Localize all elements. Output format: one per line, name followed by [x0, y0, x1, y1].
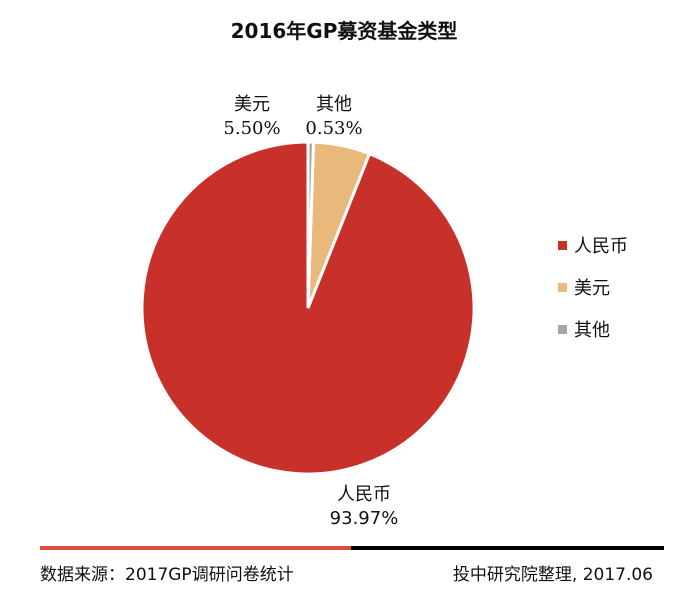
data-source-note: 数据来源：2017GP调研问卷统计: [40, 565, 294, 585]
pie-slice-2: [306, 140, 316, 309]
slice-name-label-2: 其他: [316, 94, 352, 115]
publisher-credit: 投中研究院整理, 2017.06: [452, 565, 653, 585]
footer-divider-black: [351, 546, 664, 550]
legend-swatch-2: [558, 325, 567, 334]
pie-slices: [140, 140, 476, 476]
legend-label-1: 美元: [574, 278, 610, 299]
slice-value-label-1: 5.50%: [223, 118, 280, 139]
legend-swatch-0: [558, 241, 567, 250]
slice-value-label-2: 0.53%: [305, 118, 362, 139]
slice-name-label-0: 人民币: [337, 484, 391, 505]
legend-label-2: 其他: [574, 320, 610, 341]
chart-title: 2016年GP募资基金类型: [231, 19, 458, 43]
slice-name-label-1: 美元: [234, 94, 270, 115]
legend-swatch-1: [558, 283, 567, 292]
legend-label-0: 人民币: [574, 236, 628, 257]
slice-labels: 人民币 93.97% 美元 5.50% 其他 0.53%: [223, 94, 398, 529]
slice-value-label-0: 93.97%: [330, 508, 399, 529]
footer-divider-red: [40, 546, 351, 550]
